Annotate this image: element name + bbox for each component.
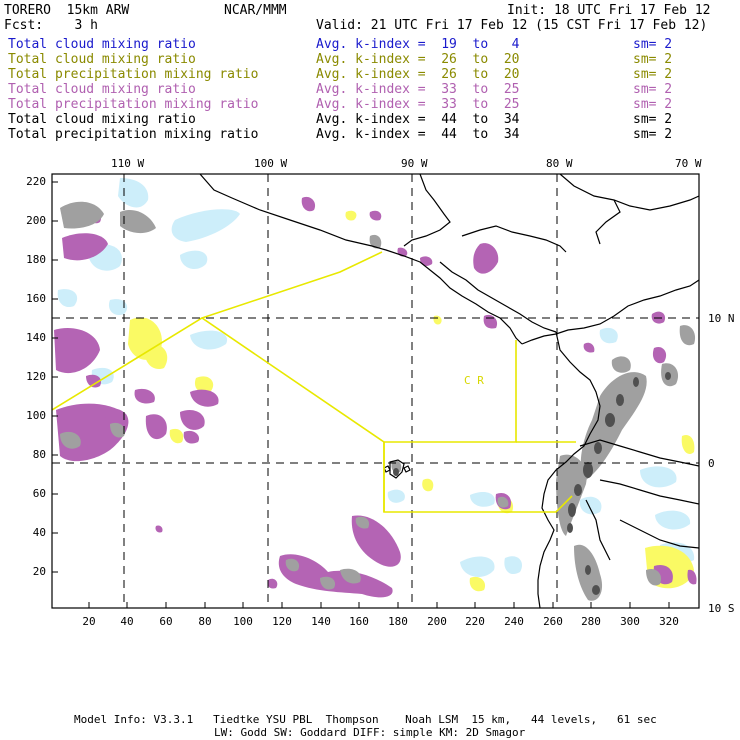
- x-label: 300: [620, 615, 640, 628]
- x-label: 320: [659, 615, 679, 628]
- legend-sm: sm= 2: [633, 112, 673, 127]
- legend-sm: sm= 2: [633, 97, 673, 112]
- plot-frame: [51, 173, 700, 609]
- top-longitude-labels: 110 W 100 W 90 W 80 W 70 W: [111, 157, 702, 170]
- y-label: 20: [33, 565, 46, 578]
- y-label: 120: [26, 370, 46, 383]
- legend-kindex: Avg. k-index = 44 to 34: [316, 112, 520, 127]
- purple-precip-fields: [54, 196, 697, 598]
- x-label: 240: [504, 615, 524, 628]
- x-label: 180: [388, 615, 408, 628]
- y-label: 140: [26, 331, 46, 344]
- legend-name: Total cloud mixing ratio: [8, 37, 196, 52]
- lat-label: 0: [708, 457, 715, 470]
- legend-kindex: Avg. k-index = 19 to 4: [316, 37, 520, 52]
- lon-label: 110 W: [111, 157, 144, 170]
- legend-name: Total precipitation mixing ratio: [8, 97, 259, 112]
- x-label: 200: [427, 615, 447, 628]
- domain-outlines: [52, 251, 576, 513]
- org-label: NCAR/MMM: [224, 3, 287, 18]
- bottom-grid-labels: 20 40 60 80 100 120 140 160 180 200 220 …: [82, 615, 679, 628]
- lat-label: 10 S: [708, 602, 735, 615]
- legend-sm: sm= 2: [633, 67, 673, 82]
- legend-name: Total precipitation mixing ratio: [8, 127, 259, 142]
- lon-label: 90 W: [401, 157, 428, 170]
- legend-name: Total cloud mixing ratio: [8, 52, 196, 67]
- x-label: 60: [159, 615, 172, 628]
- forecast-hour: Fcst: 3 h: [4, 18, 98, 33]
- legend-kindex: Avg. k-index = 33 to 25: [316, 82, 520, 97]
- legend-kindex: Avg. k-index = 44 to 34: [316, 127, 520, 142]
- legend-sm: sm= 2: [633, 37, 673, 52]
- y-label: 160: [26, 292, 46, 305]
- x-label: 220: [465, 615, 485, 628]
- region-label: C R: [464, 374, 484, 387]
- y-label: 40: [33, 526, 46, 539]
- legend-sm: sm= 2: [633, 82, 673, 97]
- x-label: 280: [581, 615, 601, 628]
- legend-name: Total cloud mixing ratio: [8, 82, 196, 97]
- y-label: 100: [26, 409, 46, 422]
- legend-name: Total precipitation mixing ratio: [8, 67, 259, 82]
- coastlines: [199, 174, 699, 608]
- lon-label: 100 W: [254, 157, 287, 170]
- left-grid-labels: 220 200 180 160 140 120 100 80 60 40 20: [26, 175, 46, 578]
- tick-marks: [52, 181, 670, 608]
- x-label: 260: [543, 615, 563, 628]
- model-title: TORERO 15km ARW: [4, 3, 130, 18]
- legend-kindex: Avg. k-index = 33 to 25: [316, 97, 520, 112]
- legend-name: Total cloud mixing ratio: [8, 112, 196, 127]
- x-label: 80: [198, 615, 211, 628]
- x-label: 140: [311, 615, 331, 628]
- model-info-line1: Model Info: V3.3.1 Tiedtke YSU PBL Thomp…: [74, 713, 657, 726]
- y-label: 80: [33, 448, 46, 461]
- y-label: 220: [26, 175, 46, 188]
- model-info-line2: LW: Godd SW: Goddard DIFF: simple KM: 2D…: [214, 726, 526, 739]
- y-label: 60: [33, 487, 46, 500]
- x-label: 20: [82, 615, 95, 628]
- legend-kindex: Avg. k-index = 26 to 20: [316, 67, 520, 82]
- x-label: 100: [233, 615, 253, 628]
- lat-label: 10 N: [708, 312, 735, 325]
- y-label: 200: [26, 214, 46, 227]
- legend-sm: sm= 2: [633, 52, 673, 67]
- lon-label: 70 W: [675, 157, 702, 170]
- graticule: [52, 174, 699, 608]
- x-label: 40: [120, 615, 133, 628]
- y-label: 180: [26, 253, 46, 266]
- legend-sm: sm= 2: [633, 127, 673, 142]
- valid-time: Valid: 21 UTC Fri 17 Feb 12 (15 CST Fri …: [316, 18, 708, 33]
- x-label: 120: [272, 615, 292, 628]
- yellow-precip-fields: [128, 210, 695, 592]
- right-latitude-labels: 10 N 0 10 S: [708, 312, 735, 615]
- x-label: 160: [349, 615, 369, 628]
- dark-gray-cells: [393, 372, 671, 595]
- legend-kindex: Avg. k-index = 26 to 20: [316, 52, 520, 67]
- lon-label: 80 W: [546, 157, 573, 170]
- init-time: Init: 18 UTC Fri 17 Feb 12: [507, 3, 711, 18]
